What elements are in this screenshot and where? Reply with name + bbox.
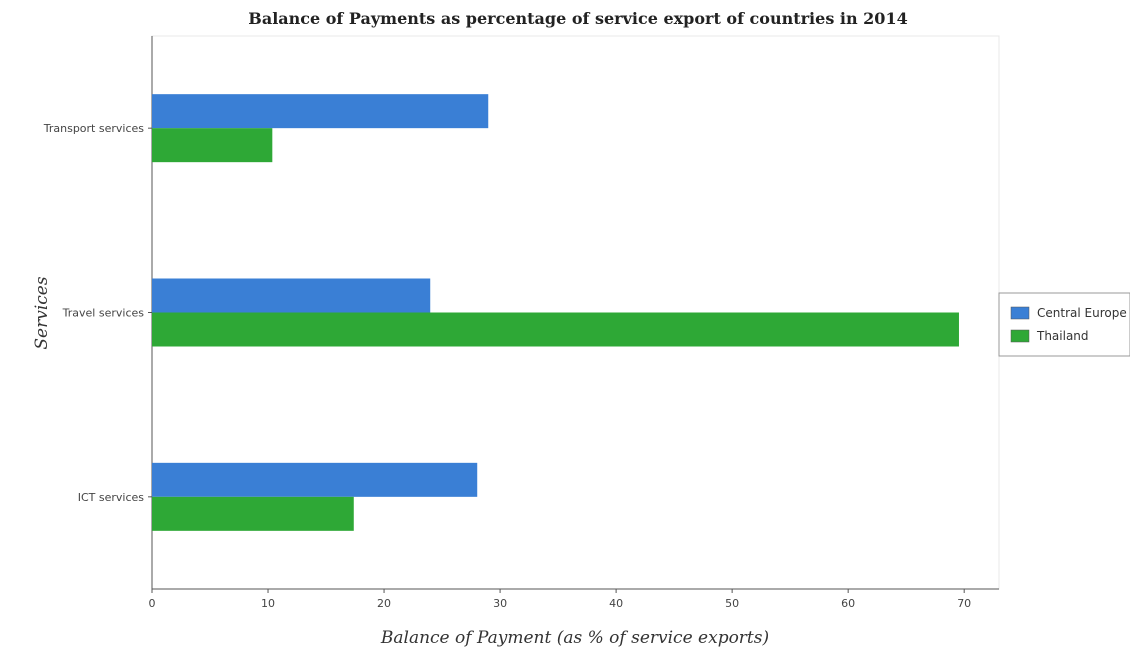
y-tick-label: ICT services: [78, 491, 145, 504]
x-tick-label: 30: [493, 597, 507, 610]
y-tick-labels: Transport services Travel services ICT ser…: [43, 122, 152, 504]
x-tick-label: 40: [609, 597, 623, 610]
legend-swatch-central-europe: [1010, 306, 1030, 320]
y-tick-label: Travel services: [62, 307, 145, 320]
x-tick-label: 70: [957, 597, 971, 610]
legend-label-thailand: Thailand: [1036, 329, 1089, 343]
y-tick-label: Transport services: [43, 122, 145, 135]
x-tick-label: 60: [841, 597, 855, 610]
legend-swatch-thailand: [1010, 329, 1030, 343]
x-tick-label: 10: [261, 597, 275, 610]
bar-transport-services-thailand: [152, 128, 273, 163]
chart-title: Balance of Payments as percentage of ser…: [248, 9, 907, 28]
bars-group: [152, 94, 959, 531]
x-tick-label: 50: [725, 597, 739, 610]
legend-box: [998, 292, 1130, 357]
bar-ict-services-central-europe: [152, 462, 478, 497]
x-tick-label: 0: [149, 597, 156, 610]
legend: Central Europe Thailand: [998, 292, 1130, 357]
bar-travel-services-central-europe: [152, 278, 431, 313]
bar-travel-services-thailand: [152, 312, 959, 347]
legend-label-central-europe: Central Europe: [1037, 306, 1127, 320]
bar-ict-services-thailand: [152, 496, 354, 531]
x-axis-title: Balance of Payment (as % of service expo…: [380, 628, 769, 648]
y-axis-title: Services: [32, 276, 52, 349]
x-tick-label: 20: [377, 597, 391, 610]
bar-transport-services-central-europe: [152, 94, 489, 129]
x-tick-labels: 0 10 20 30 40 50 60 70: [149, 589, 971, 610]
